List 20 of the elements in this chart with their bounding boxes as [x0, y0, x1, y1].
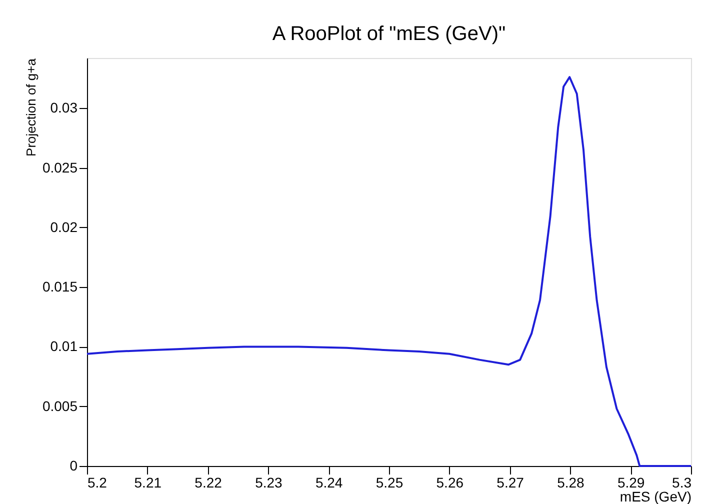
x-tick-label: 5.25: [376, 474, 404, 490]
x-tick-label: 5.26: [436, 474, 464, 490]
y-tick-label: 0.015: [42, 278, 78, 295]
y-tick-label: 0.03: [50, 100, 78, 116]
x-tick-label: 5.21: [134, 474, 162, 490]
x-tick-label: 5.29: [617, 474, 645, 490]
x-tick-label: 5.3: [672, 474, 692, 490]
x-tick-label: 5.2: [88, 474, 108, 490]
y-tick-label: 0.02: [50, 218, 78, 235]
x-tick-label: 5.22: [194, 474, 222, 490]
y-axis-title: Projection of g+a: [23, 58, 38, 156]
y-tick-label: 0.025: [42, 159, 78, 176]
y-tick-label: 0: [70, 458, 78, 474]
x-tick-label: 5.23: [255, 474, 283, 490]
y-tick-label: 0.01: [50, 338, 78, 354]
chart-title: A RooPlot of "mES (GeV)": [272, 23, 506, 45]
x-tick-label: 5.27: [496, 474, 524, 490]
x-tick-label: 5.24: [315, 474, 343, 490]
x-tick-label: 5.28: [557, 474, 585, 490]
y-tick-label: 0.005: [42, 398, 78, 414]
